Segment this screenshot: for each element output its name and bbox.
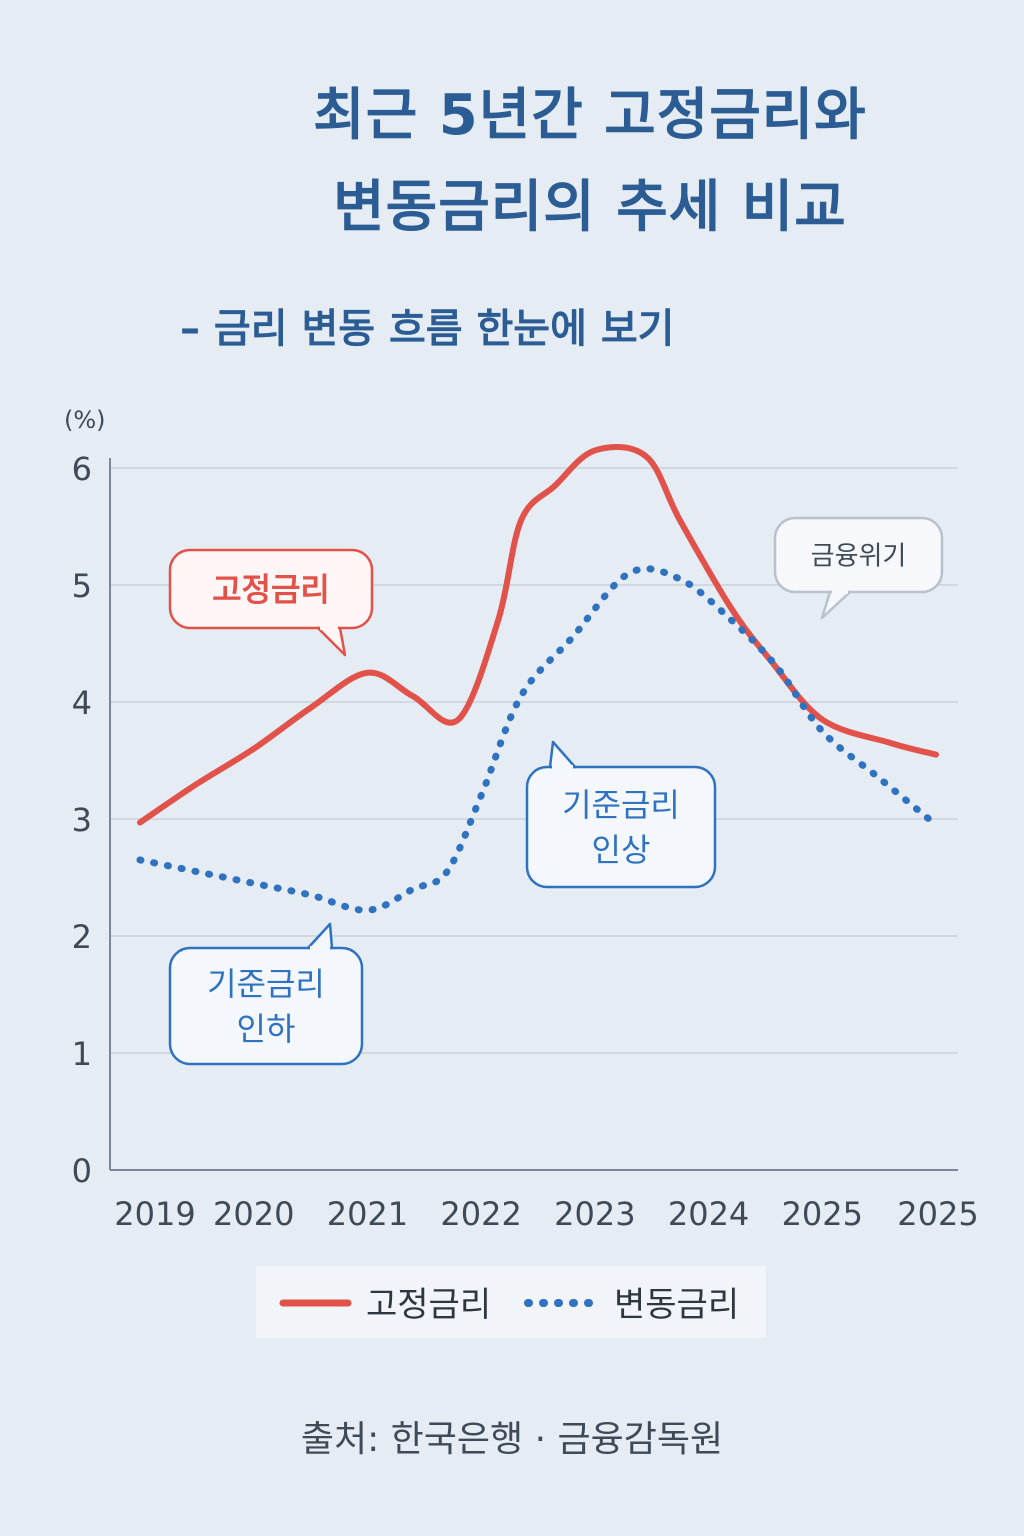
callout-tail: [820, 590, 852, 620]
series-line-fixed-rate: [137, 444, 939, 826]
callout-text: 고정금리: [212, 571, 330, 609]
y-axis-unit: (%): [64, 406, 106, 434]
y-tick-label: 0: [72, 1152, 92, 1190]
callout-tail: [316, 626, 347, 657]
callout-text: 금융위기: [811, 541, 907, 571]
y-tick-label: 2: [72, 918, 92, 956]
title-line-2: 변동금리의 추세 비교: [333, 175, 847, 240]
x-tick-label: 2019: [114, 1195, 195, 1233]
series-line-variable-rate: [136, 565, 940, 914]
line-chart: (%) 0 1 2 3 4 5 6 2019 2020 2021 2022 2023 2024 2025 2…: [64, 406, 979, 1338]
callout-text: 인상: [592, 831, 651, 869]
callout-text: 인하: [237, 1010, 296, 1048]
callout-fixed-rate: 고정금리: [168, 548, 374, 657]
legend-label-fixed: 고정금리: [366, 1285, 491, 1325]
y-tick-label: 5: [72, 567, 92, 605]
x-tick-label: 2022: [440, 1195, 521, 1233]
x-tick-label: 2023: [554, 1195, 635, 1233]
x-tick-label: 2025: [782, 1195, 863, 1233]
x-tick-label: 2021: [327, 1195, 408, 1233]
callout-box: [168, 946, 364, 1066]
y-tick-label: 1: [72, 1035, 92, 1073]
callout-tail: [548, 740, 577, 769]
x-tick-label: 2020: [213, 1195, 294, 1233]
page-subtitle: – 금리 변동 흐름 한눈에 보기: [180, 306, 675, 352]
page-title: 최근 5년간 고정금리와 변동금리의 추세 비교: [200, 70, 980, 254]
x-tick-label: 2025: [897, 1195, 978, 1233]
callout-text: 기준금리: [562, 786, 680, 824]
title-line-1: 최근 5년간 고정금리와: [313, 83, 867, 148]
callout-financial-crisis: 금융위기: [773, 516, 944, 620]
callout-box: [773, 516, 944, 594]
y-tick-label: 3: [72, 801, 92, 839]
x-tick-label: 2024: [668, 1195, 749, 1233]
callout-box: [525, 765, 717, 889]
callout-text: 기준금리: [207, 965, 325, 1003]
legend: 고정금리 변동금리: [256, 1266, 766, 1338]
legend-label-variable: 변동금리: [614, 1285, 739, 1325]
source-note: 출처: 한국은행 · 금융감독원: [300, 1419, 724, 1460]
y-tick-label: 6: [72, 450, 92, 488]
callout-box: [168, 548, 374, 630]
y-tick-label: 4: [72, 684, 92, 722]
